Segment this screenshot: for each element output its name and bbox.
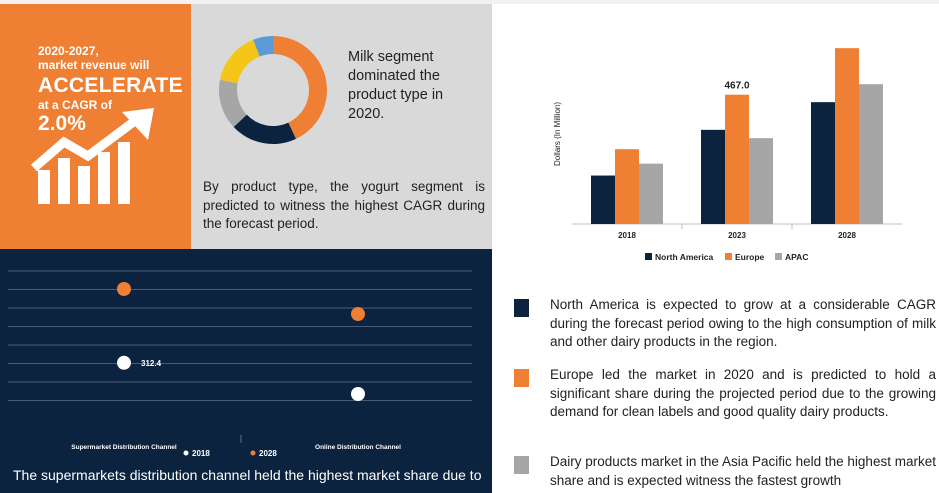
cagr-highlight-panel: 2020-2027, market revenue will ACCELERAT… bbox=[0, 4, 191, 249]
bar-apac-2023 bbox=[749, 138, 773, 224]
north-america-text: North America is expected to grow at a c… bbox=[550, 297, 936, 349]
europe-swatch bbox=[514, 369, 529, 387]
donut-slice-4 bbox=[253, 36, 273, 57]
bar-europe-2023 bbox=[725, 94, 749, 224]
legend-swatch-north-america bbox=[645, 253, 652, 260]
donut-slice-3 bbox=[219, 39, 260, 84]
legend-label-apac: APAC bbox=[785, 252, 808, 262]
legend-label-europe: Europe bbox=[735, 252, 765, 262]
cagr-value: 2.0% bbox=[38, 112, 86, 135]
dot-2018-0 bbox=[117, 355, 131, 370]
top-border bbox=[0, 0, 939, 4]
donut-caption: Milk segment dominated the product type … bbox=[348, 49, 444, 122]
bar-north-america-2018 bbox=[591, 175, 615, 224]
legend-swatch-europe bbox=[725, 253, 732, 260]
dot-legend-swatch-2018 bbox=[183, 450, 189, 456]
cagr-label: at a CAGR of bbox=[38, 98, 113, 112]
growth-chart-arrow-icon bbox=[31, 108, 154, 204]
dot-2028-1 bbox=[351, 307, 365, 321]
apac-swatch bbox=[514, 456, 529, 474]
legend-label-north-america: North America bbox=[655, 252, 714, 262]
bar-x-tick-label: 2018 bbox=[618, 231, 636, 240]
regional-bar-chart: 2018 2023 2028 467.0 Dollars (In Million) No… bbox=[553, 48, 902, 262]
dot-2018-1 bbox=[351, 387, 365, 401]
dot-legend-label-2028: 2028 bbox=[259, 449, 277, 458]
dot-legend-label-2018: 2018 bbox=[192, 449, 210, 458]
north-america-swatch bbox=[514, 299, 529, 317]
accelerate-heading: ACCELERATE bbox=[38, 74, 183, 97]
period-line: 2020-2027, bbox=[38, 44, 99, 58]
legend-swatch-apac bbox=[775, 253, 782, 260]
bar-north-america-2023 bbox=[701, 129, 725, 224]
period-text: 2020-2027, market revenue will bbox=[38, 44, 149, 72]
bar-north-america-2028 bbox=[811, 102, 835, 224]
donut-slice-0 bbox=[273, 36, 327, 139]
bar-x-tick-label: 2028 bbox=[838, 231, 856, 240]
channel-dot-chart: 312.4 Supermarket Distribution Channel Onl… bbox=[8, 270, 472, 458]
bar-apac-2028 bbox=[859, 84, 883, 225]
donut-slice-2 bbox=[219, 79, 247, 127]
bar-y-axis-label: Dollars (In Million) bbox=[553, 102, 562, 166]
bar-apac-2018 bbox=[639, 163, 663, 224]
dot-data-label: 312.4 bbox=[141, 359, 162, 368]
dot-2028-0 bbox=[117, 282, 131, 296]
dot-legend-swatch-2028 bbox=[250, 450, 256, 456]
product-type-panel: Milk segment dominated the product type … bbox=[191, 4, 492, 249]
europe-text: Europe led the market in 2020 and is pre… bbox=[550, 367, 936, 419]
bar-data-label: 467.0 bbox=[724, 81, 749, 92]
donut-slice-1 bbox=[233, 114, 296, 144]
bar-europe-2018 bbox=[615, 149, 639, 224]
channel-insight-text: The supermarkets distribution channel he… bbox=[13, 467, 482, 483]
yogurt-insight-text: By product type, the yogurt segment is p… bbox=[203, 179, 485, 231]
dot-category-label: Supermarket Distribution Channel bbox=[71, 444, 177, 451]
distribution-channel-panel: 312.4 Supermarket Distribution Channel Onl… bbox=[0, 249, 492, 493]
dot-category-label: Online Distribution Channel bbox=[315, 444, 401, 451]
apac-text: Dairy products market in the Asia Pacifi… bbox=[550, 454, 936, 488]
revenue-line: market revenue will bbox=[38, 58, 150, 72]
bar-europe-2028 bbox=[835, 48, 859, 225]
bar-x-tick-label: 2023 bbox=[728, 231, 746, 240]
product-donut-chart bbox=[219, 36, 327, 144]
